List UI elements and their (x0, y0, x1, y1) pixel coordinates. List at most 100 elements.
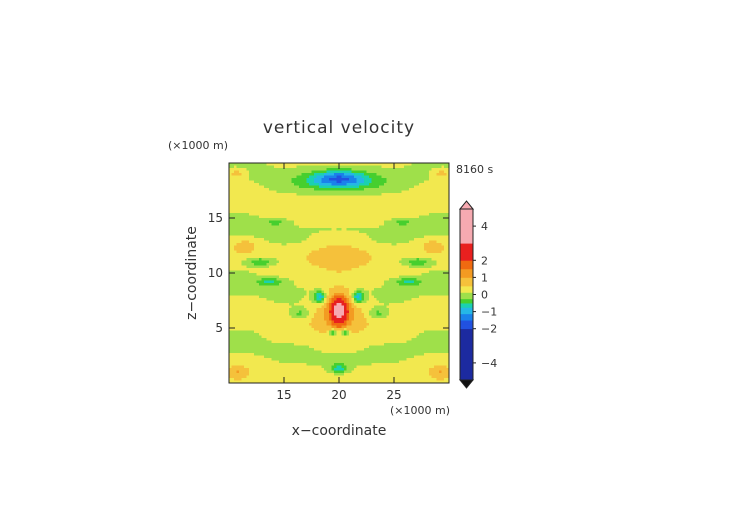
heatmap-cell (371, 270, 375, 274)
heatmap-cell (231, 170, 235, 174)
heatmap-cell (366, 258, 370, 261)
heatmap-cell (269, 180, 272, 184)
heatmap-cell (291, 205, 295, 209)
heatmap-cell (321, 193, 325, 196)
heatmap-cell (399, 258, 402, 261)
heatmap-cell (446, 293, 450, 296)
heatmap-cell (386, 208, 390, 211)
heatmap-cell (284, 278, 287, 281)
heatmap-cell (299, 228, 302, 231)
heatmap-cell (236, 243, 240, 246)
heatmap-cell (301, 208, 305, 211)
heatmap-cell (371, 185, 375, 189)
heatmap-cell (439, 223, 442, 226)
heatmap-cell (249, 208, 252, 211)
heatmap-cell (446, 233, 450, 236)
heatmap-cell (391, 195, 395, 199)
heatmap-cell (381, 275, 385, 279)
heatmap-cell (344, 173, 347, 176)
heatmap-cell (299, 168, 302, 171)
heatmap-cell (244, 283, 247, 286)
heatmap-cell (299, 185, 302, 189)
heatmap-cell (229, 173, 232, 176)
heatmap-cell (386, 288, 390, 291)
heatmap-cell (319, 220, 322, 224)
heatmap-cell (361, 193, 365, 196)
heatmap-cell (429, 280, 432, 284)
heatmap-cell (356, 208, 360, 211)
heatmap-cell (249, 260, 252, 264)
heatmap-cell (254, 208, 257, 211)
heatmap-cell (389, 188, 392, 191)
heatmap-cell (236, 245, 240, 249)
heatmap-cell (284, 300, 287, 304)
heatmap-cell (239, 233, 242, 236)
heatmap-cell (424, 178, 427, 181)
heatmap-cell (289, 198, 292, 201)
heatmap-cell (274, 300, 277, 304)
heatmap-cell (416, 165, 420, 169)
heatmap-cell (314, 220, 317, 224)
heatmap-cell (416, 215, 420, 219)
heatmap-cell (401, 178, 405, 181)
heatmap-cell (326, 240, 330, 244)
heatmap-cell (274, 223, 277, 226)
heatmap-cell (359, 185, 362, 189)
heatmap-cell (376, 220, 380, 224)
heatmap-cell (429, 263, 432, 266)
heatmap-cell (341, 215, 345, 219)
heatmap-cell (366, 273, 370, 276)
heatmap-cell (304, 175, 307, 179)
heatmap-cell (284, 223, 287, 226)
heatmap-cell (411, 273, 415, 276)
heatmap-cell (339, 295, 342, 299)
heatmap-cell (389, 235, 392, 239)
heatmap-cell (244, 228, 247, 231)
heatmap-cell (416, 205, 420, 209)
heatmap-cell (309, 298, 312, 301)
heatmap-cell (356, 295, 360, 299)
heatmap-cell (234, 290, 237, 294)
heatmap-cell (446, 275, 450, 279)
heatmap-cell (284, 235, 287, 239)
heatmap-cell (366, 280, 370, 284)
heatmap-cell (321, 263, 325, 266)
heatmap-cell (291, 173, 295, 176)
heatmap-cell (321, 208, 325, 211)
heatmap-cell (321, 280, 325, 284)
heatmap-cell (444, 255, 447, 259)
heatmap-cell (344, 213, 347, 216)
heatmap-cell (309, 190, 312, 194)
heatmap-cell (334, 173, 337, 176)
heatmap-cell (411, 253, 415, 256)
heatmap-cell (351, 178, 355, 181)
heatmap-cell (276, 200, 280, 204)
heatmap-cell (279, 270, 282, 274)
heatmap-cell (411, 283, 415, 286)
heatmap-cell (384, 180, 387, 184)
heatmap-cell (306, 253, 310, 256)
heatmap-cell (259, 185, 262, 189)
heatmap-cell (416, 273, 420, 276)
heatmap-cell (421, 175, 425, 179)
heatmap-cell (439, 273, 442, 276)
heatmap-cell (234, 265, 237, 269)
heatmap-cell (394, 205, 397, 209)
heatmap-cell (346, 258, 350, 261)
heatmap-cell (241, 298, 245, 301)
heatmap-cell (374, 273, 377, 276)
heatmap-cell (284, 215, 287, 219)
heatmap-cell (396, 210, 400, 214)
heatmap-cell (374, 230, 377, 234)
heatmap-cell (236, 218, 240, 221)
heatmap-cell (274, 278, 277, 281)
heatmap-cell (351, 245, 355, 249)
heatmap-cell (431, 195, 435, 199)
heatmap-cell (256, 198, 260, 201)
heatmap-cell (246, 168, 250, 171)
heatmap-cell (306, 215, 310, 219)
heatmap-cell (321, 188, 325, 191)
heatmap-cell (384, 170, 387, 174)
heatmap-cell (426, 175, 430, 179)
heatmap-cell (379, 165, 382, 169)
